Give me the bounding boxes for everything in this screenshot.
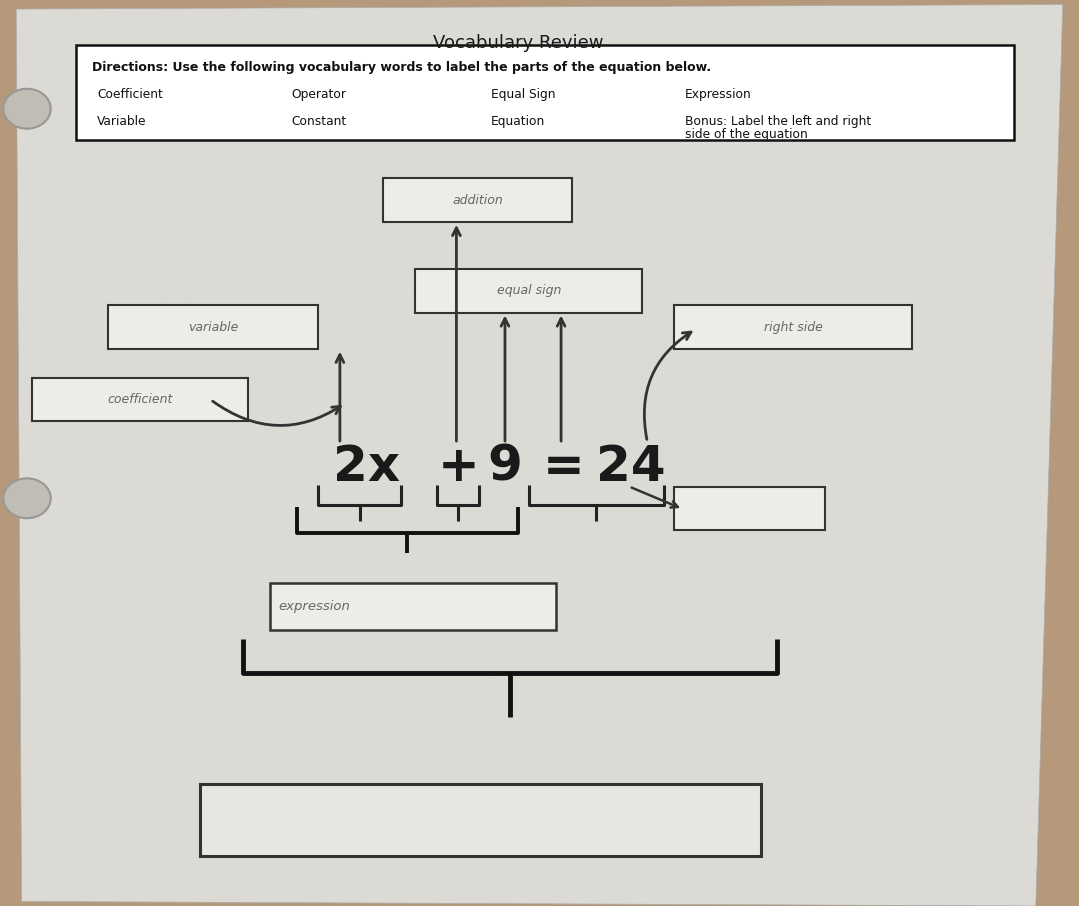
FancyBboxPatch shape: [674, 487, 825, 530]
Circle shape: [3, 89, 51, 129]
Text: Constant: Constant: [291, 115, 346, 128]
Text: =: =: [543, 443, 584, 490]
Text: Variable: Variable: [97, 115, 147, 128]
Text: Equation: Equation: [491, 115, 545, 128]
Text: addition: addition: [452, 194, 503, 207]
FancyBboxPatch shape: [674, 305, 912, 349]
FancyBboxPatch shape: [270, 583, 556, 630]
Circle shape: [3, 478, 51, 518]
FancyBboxPatch shape: [76, 45, 1014, 140]
Text: 24: 24: [597, 443, 666, 490]
Text: Vocabulary Review: Vocabulary Review: [433, 34, 603, 52]
FancyBboxPatch shape: [383, 178, 572, 222]
Text: variable: variable: [188, 321, 238, 333]
FancyBboxPatch shape: [108, 305, 318, 349]
FancyBboxPatch shape: [200, 784, 761, 856]
Text: Bonus: Label the left and right: Bonus: Label the left and right: [685, 115, 872, 128]
Text: Expression: Expression: [685, 88, 752, 101]
FancyBboxPatch shape: [415, 269, 642, 313]
Text: right side: right side: [764, 321, 822, 333]
Text: Directions: Use the following vocabulary words to label the parts of the equatio: Directions: Use the following vocabulary…: [92, 62, 711, 74]
FancyBboxPatch shape: [32, 378, 248, 421]
Text: 2x: 2x: [333, 443, 400, 490]
Text: expression: expression: [278, 600, 351, 612]
Text: side of the equation: side of the equation: [685, 129, 808, 141]
Polygon shape: [16, 5, 1063, 906]
Text: Operator: Operator: [291, 88, 346, 101]
Text: Coefficient: Coefficient: [97, 88, 163, 101]
Text: equal sign: equal sign: [496, 284, 561, 297]
Text: coefficient: coefficient: [108, 393, 173, 406]
Text: Equal Sign: Equal Sign: [491, 88, 556, 101]
Text: +: +: [438, 443, 479, 490]
Text: 9: 9: [488, 443, 522, 490]
